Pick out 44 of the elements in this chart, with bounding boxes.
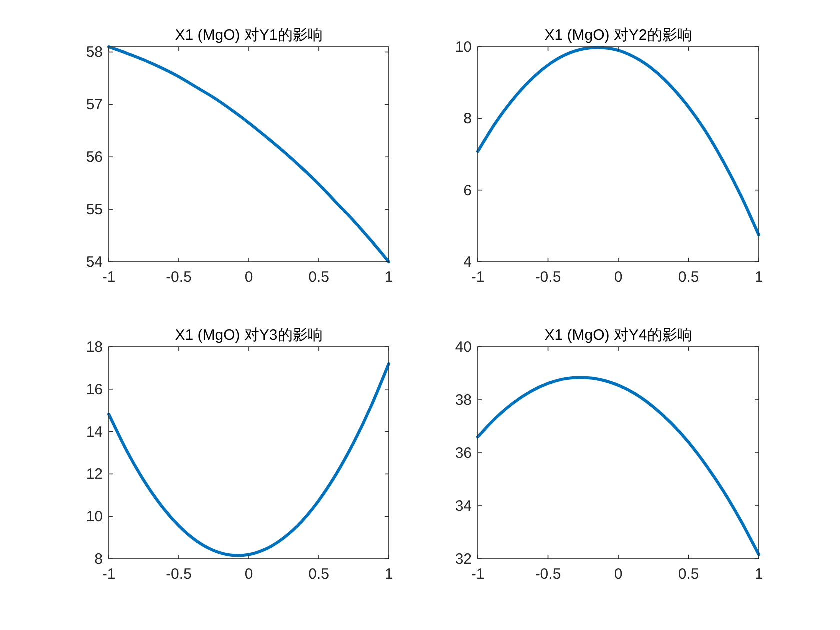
x-tick-label: 0.5 <box>678 269 700 286</box>
chart-title: X1 (MgO) 对Y3的影响 <box>175 327 323 344</box>
chart-title: X1 (MgO) 对Y4的影响 <box>544 327 692 344</box>
y-tick-label: 8 <box>94 551 103 568</box>
x-tick-label: 1 <box>384 566 394 583</box>
x-tick-label: -1 <box>471 269 485 286</box>
x-tick-label: -0.5 <box>535 269 562 286</box>
chart-title: X1 (MgO) 对Y1的影响 <box>175 27 323 44</box>
y-tick-label: 58 <box>86 44 103 62</box>
x-tick-label: 0.5 <box>678 566 700 583</box>
x-tick-label: -0.5 <box>166 269 192 286</box>
x-tick-label: 0 <box>244 269 254 286</box>
x-tick-label: 0 <box>244 566 254 583</box>
y-tick-label: 36 <box>455 445 472 462</box>
y-tick-label: 56 <box>86 149 103 166</box>
y-tick-label: 10 <box>455 39 472 56</box>
y-tick-label: 32 <box>455 551 472 568</box>
y-tick-label: 12 <box>86 466 103 484</box>
x-tick-label: 1 <box>754 566 764 583</box>
x-tick-label: 1 <box>384 269 394 286</box>
y-tick-label: 18 <box>86 339 103 356</box>
y-tick-label: 6 <box>464 182 472 200</box>
x-tick-label: -0.5 <box>535 566 562 583</box>
x-tick-label: -0.5 <box>166 566 192 583</box>
y-tick-label: 16 <box>86 381 103 398</box>
x-tick-label: 0 <box>614 566 623 583</box>
y-tick-label: 55 <box>86 202 103 219</box>
y-tick-label: 40 <box>455 339 472 356</box>
y-tick-label: 54 <box>86 254 103 271</box>
x-tick-label: -1 <box>102 566 116 583</box>
y-tick-label: 34 <box>455 498 472 515</box>
x-tick-label: 1 <box>754 269 764 286</box>
x-tick-label: -1 <box>471 566 485 583</box>
x-tick-label: 0.5 <box>308 269 330 286</box>
x-tick-label: 0 <box>614 269 623 286</box>
y-tick-label: 10 <box>86 508 103 526</box>
x-tick-label: -1 <box>102 269 116 286</box>
chart-title: X1 (MgO) 对Y2的影响 <box>544 27 692 44</box>
y-tick-label: 14 <box>86 424 103 441</box>
y-tick-label: 38 <box>455 392 472 409</box>
x-tick-label: 0.5 <box>308 566 330 583</box>
y-tick-label: 57 <box>86 96 103 114</box>
y-tick-label: 8 <box>464 110 472 128</box>
y-tick-label: 4 <box>464 254 472 271</box>
